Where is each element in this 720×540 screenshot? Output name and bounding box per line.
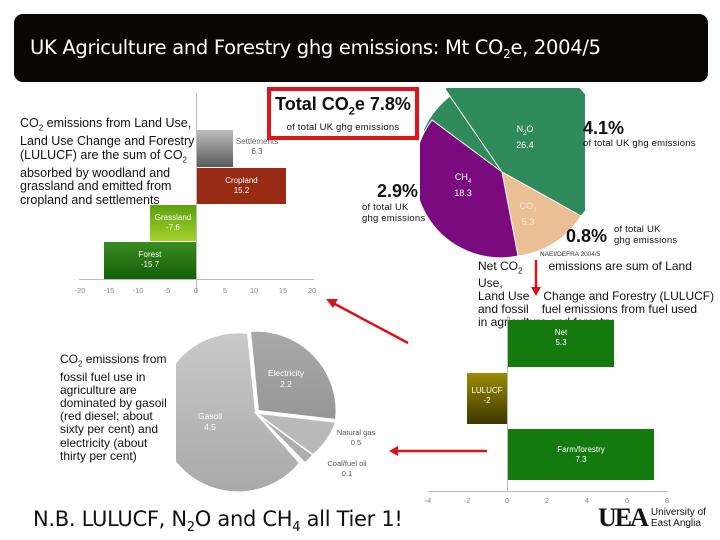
source-note: NAEI/DEFRA 2004/5	[540, 251, 601, 258]
co2-share-caption: of total UK ghg emissions	[614, 224, 678, 246]
bar-cropland: Cropland 15.2	[197, 168, 286, 204]
fossil-fuel-pie-chart	[176, 329, 338, 494]
bar-net: Net 5.3	[508, 320, 614, 367]
bar-farm-forestry: Farm/forestry 7.3	[508, 429, 654, 480]
tick-label: -2	[463, 496, 471, 505]
tick-label: 6	[624, 496, 630, 505]
pie-label-gasoil: Gasoil 4.5	[197, 411, 223, 432]
pie-label-ch4: CH4 18.3	[454, 172, 472, 198]
pie-label-n2o: N2O 26.4	[516, 124, 534, 150]
uea-logo-mark: UEA	[598, 503, 649, 532]
tick-label: 8	[664, 496, 670, 505]
total-co2e-box: Total CO2e 7.8% of total UK ghg emission…	[267, 87, 419, 140]
x-axis-line	[428, 491, 668, 492]
pie-label-coal-fuel-oil: Coal/fuel oil 0.1	[327, 459, 367, 478]
tick-label: 20	[307, 286, 317, 295]
x-axis-line	[79, 279, 314, 280]
uea-logo-text: University of East Anglia	[650, 507, 706, 529]
lulucf-explanation: CO2 emissions from Land Use, Land Use Ch…	[20, 116, 195, 207]
uea-logo: UEA University of East Anglia	[598, 505, 706, 531]
tick-label: -20	[74, 286, 86, 295]
tick-label: 15	[278, 286, 288, 295]
tick-label: 10	[249, 286, 259, 295]
bar-lulucf: LULUCF -2	[467, 373, 507, 424]
tick-label: -10	[132, 286, 144, 295]
slide-title: UK Agriculture and Forestry ghg emission…	[14, 14, 708, 82]
tick-label: 0	[504, 496, 510, 505]
co2-share-annotation: 0.8%	[566, 226, 608, 246]
tick-label: -5	[163, 286, 171, 295]
fossil-fuel-explanation: CO2 emissions from fossil fuel use in ag…	[60, 352, 167, 463]
ch4-share-annotation: 2.9% of total UK ghg emissions	[362, 181, 426, 224]
tick-label: 4	[584, 496, 590, 505]
gas-pie-chart	[420, 88, 585, 258]
tick-label: 5	[222, 286, 228, 295]
y-axis-line	[507, 316, 508, 492]
n2o-share-annotation: 4.1% of total UK ghg emissions	[583, 118, 696, 149]
footer-note: N.B. LULUCF, N2O and CH4 all Tier 1!	[33, 507, 403, 535]
label-settlements: Settlements 6.3	[235, 137, 279, 156]
tick-label: -4	[424, 496, 432, 505]
bar-forest: Forest -15.7	[104, 242, 196, 279]
pie-label-natural-gas: Natural gas 0.5	[336, 428, 376, 447]
tick-label: 0	[193, 286, 199, 295]
tick-label: 2	[544, 496, 550, 505]
tick-label: -15	[103, 286, 115, 295]
pie-label-co2: CO2 5.3	[519, 201, 537, 227]
bar-grassland: Grassland -7.6	[150, 205, 196, 241]
pie-label-electricity: Electricity 2.2	[267, 368, 305, 389]
y-axis-line	[196, 93, 197, 293]
bar-settlements	[197, 130, 233, 167]
